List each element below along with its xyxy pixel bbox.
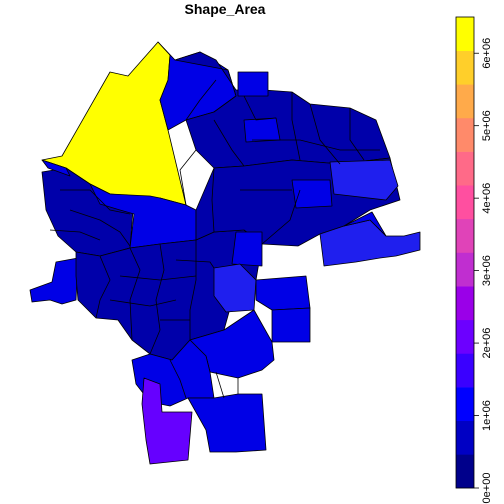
district-south-violet xyxy=(141,377,193,465)
legend-tick-label: 5e+06 xyxy=(481,110,493,141)
legend-bin xyxy=(456,117,474,152)
district-southeast-2 xyxy=(255,275,311,311)
choropleth-map xyxy=(29,41,421,465)
district-east-block-2 xyxy=(231,231,263,267)
legend-color-bins xyxy=(456,17,474,489)
legend-tick-label: 2e+06 xyxy=(481,328,493,359)
legend-bin xyxy=(456,185,474,220)
legend-bin xyxy=(456,420,474,455)
legend-tick-label: 6e+06 xyxy=(481,38,493,69)
district-north-east-block xyxy=(237,71,269,97)
district-east xyxy=(329,159,399,201)
legend-bin xyxy=(456,17,474,51)
legend-bin xyxy=(456,319,474,354)
district-east-2 xyxy=(343,211,387,237)
district-west-3 xyxy=(41,159,71,177)
legend-bin xyxy=(456,454,474,489)
legend-bin xyxy=(456,387,474,422)
map-title: Shape_Area xyxy=(185,1,266,17)
legend-ticks: 0e+00 1e+06 2e+06 3e+06 4e+06 5e+06 6e+06 xyxy=(474,38,493,504)
district-west-edge xyxy=(29,257,79,305)
legend-frame xyxy=(455,16,475,489)
legend-tick-label: 1e+06 xyxy=(481,400,493,431)
district-east-block-1 xyxy=(291,179,333,209)
district-south-2 xyxy=(187,393,267,453)
legend-tick-label: 3e+06 xyxy=(481,255,493,286)
legend-bin xyxy=(456,286,474,321)
legend-bin xyxy=(456,50,474,85)
legend-bin xyxy=(456,218,474,253)
legend-bin xyxy=(456,252,474,287)
legend-tick-label: 0e+00 xyxy=(481,473,493,504)
district-north-east-2 xyxy=(243,117,281,143)
legend: 0e+00 1e+06 2e+06 3e+06 4e+06 5e+06 6e+06 xyxy=(455,16,493,504)
district-southeast-3 xyxy=(271,307,311,343)
legend-bin xyxy=(456,151,474,186)
district-boundaries xyxy=(49,79,380,399)
legend-bin xyxy=(456,84,474,119)
legend-bin xyxy=(456,353,474,388)
legend-tick-label: 4e+06 xyxy=(481,183,493,214)
